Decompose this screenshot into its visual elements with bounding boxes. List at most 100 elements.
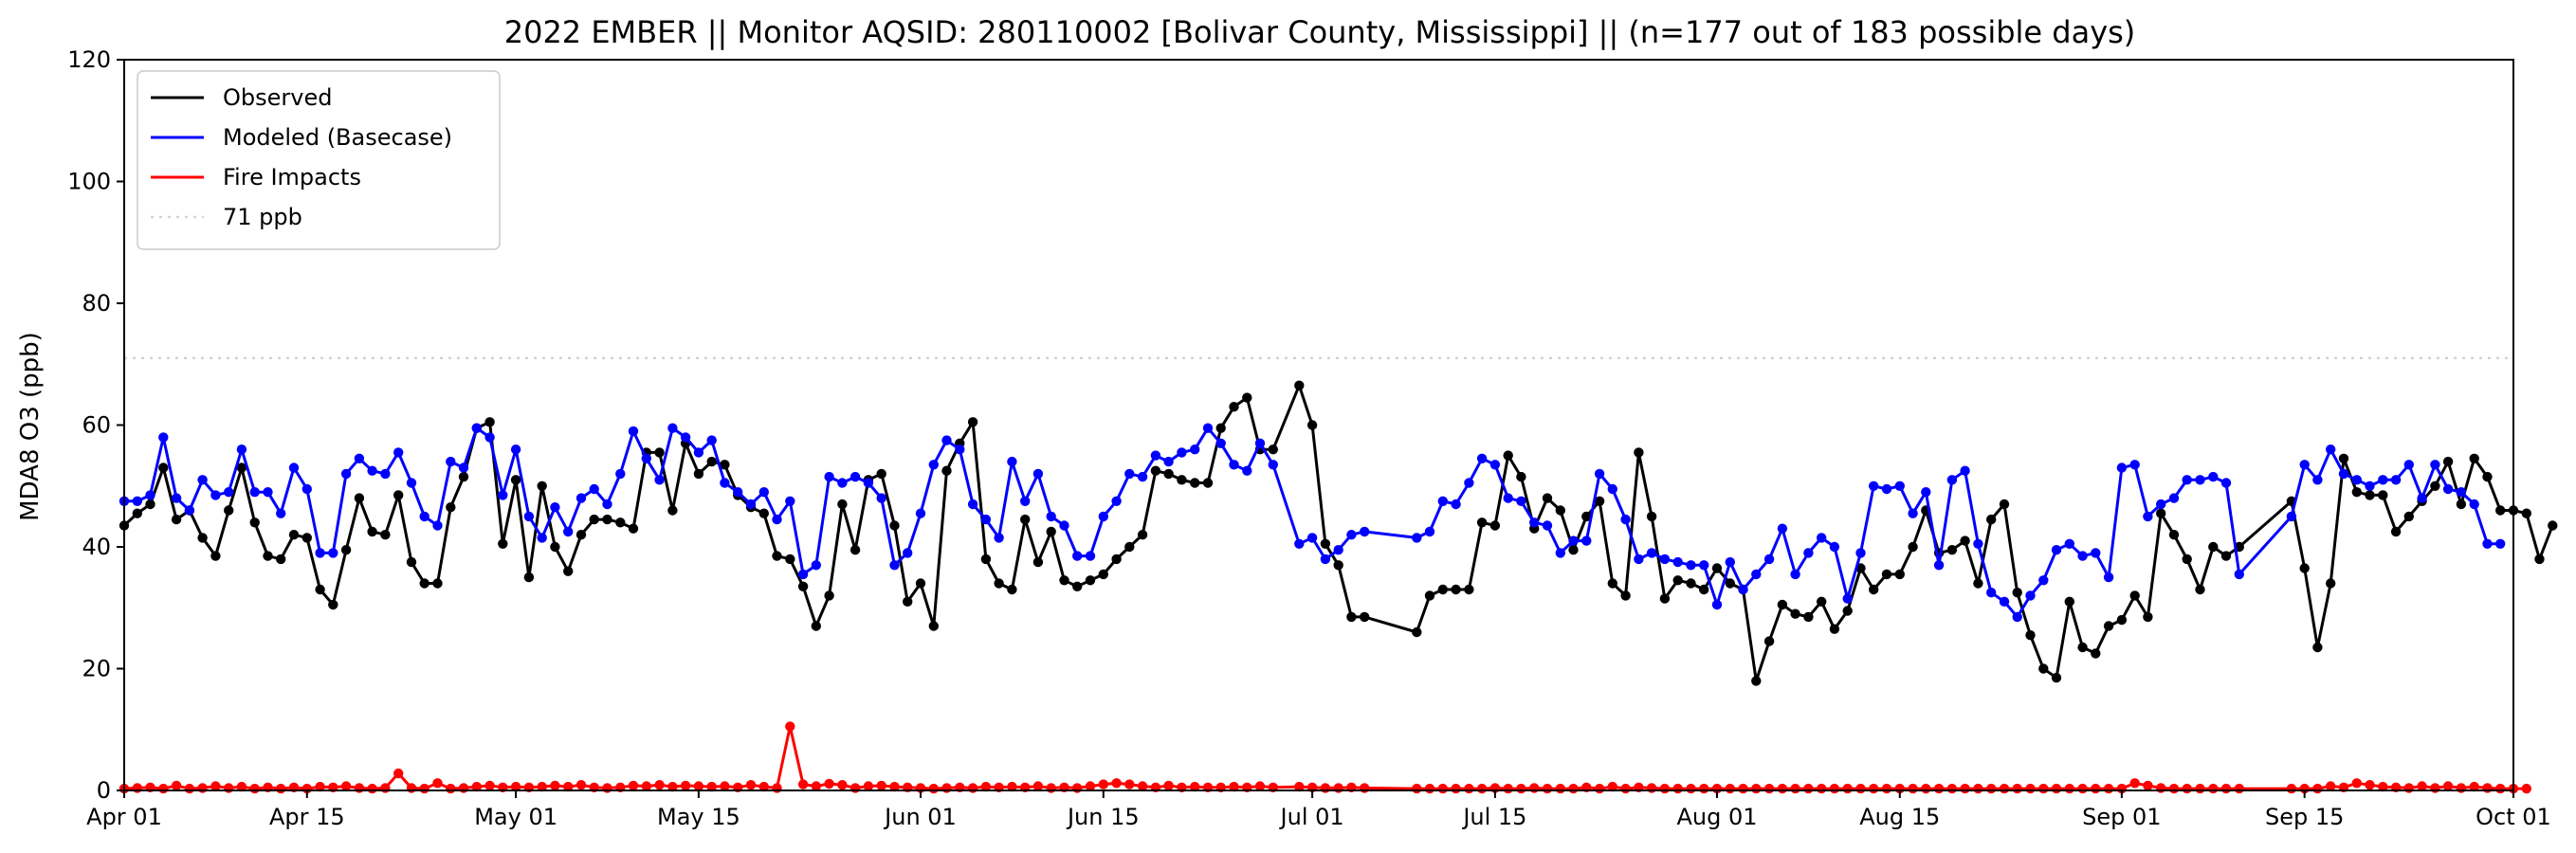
data-point <box>1229 402 1239 412</box>
data-point <box>1960 465 1970 476</box>
data-point <box>1894 569 1906 580</box>
data-point <box>589 514 599 525</box>
data-point <box>2129 778 2140 789</box>
data-point <box>2338 468 2349 480</box>
data-point <box>602 514 612 525</box>
data-point <box>537 781 547 792</box>
data-point <box>1763 554 1775 565</box>
data-point <box>1516 496 1526 506</box>
data-point <box>824 590 834 601</box>
data-point <box>249 487 260 498</box>
data-point <box>2286 511 2297 522</box>
data-point <box>419 511 429 522</box>
data-point <box>1124 468 1135 480</box>
data-point <box>2220 551 2232 561</box>
data-point <box>510 445 521 455</box>
y-tick-label: 0 <box>97 777 111 804</box>
data-point <box>2365 481 2375 491</box>
data-point <box>1646 511 1657 522</box>
data-point <box>1973 578 1983 589</box>
data-point <box>1268 445 1279 455</box>
data-point <box>2012 588 2022 598</box>
data-point <box>563 781 574 792</box>
data-point <box>797 779 809 789</box>
data-point <box>1594 783 1605 794</box>
data-point <box>955 445 965 455</box>
data-point <box>824 471 834 482</box>
data-point <box>980 554 992 565</box>
data-point <box>1020 514 1031 525</box>
data-point <box>1360 783 1370 793</box>
data-point <box>1751 676 1762 686</box>
data-point <box>706 781 717 792</box>
data-point <box>367 465 377 476</box>
data-point <box>2403 783 2414 793</box>
data-point <box>171 493 182 503</box>
data-point <box>628 426 639 437</box>
data-point <box>1568 535 1579 546</box>
data-point <box>2064 538 2074 549</box>
data-point <box>1908 541 1918 553</box>
data-point <box>563 566 574 576</box>
data-point <box>928 783 939 794</box>
plot-background <box>124 60 2513 790</box>
data-point <box>132 496 142 506</box>
data-point <box>2378 490 2388 500</box>
data-point <box>772 551 782 561</box>
data-point <box>393 490 404 500</box>
data-point <box>654 475 665 485</box>
data-point <box>1489 520 1501 531</box>
data-point <box>575 493 587 503</box>
data-point <box>1437 783 1449 794</box>
y-axis-label: MDA8 O3 (ppb) <box>16 332 45 521</box>
data-point <box>680 432 691 443</box>
data-point <box>2116 463 2128 473</box>
data-point <box>1817 596 1827 607</box>
data-point <box>2403 460 2414 470</box>
data-point <box>354 783 365 793</box>
data-point <box>432 778 443 789</box>
data-point <box>797 569 809 580</box>
data-point <box>1032 468 1044 480</box>
data-point <box>1046 783 1056 793</box>
data-point <box>1672 575 1683 586</box>
data-point <box>1451 783 1461 794</box>
data-point <box>1111 554 1122 565</box>
data-point <box>994 533 1004 543</box>
data-point <box>1894 481 1906 491</box>
data-point <box>1098 511 1109 522</box>
data-point <box>1555 548 1566 558</box>
data-point <box>2378 781 2388 792</box>
plot-area <box>124 60 2513 790</box>
data-point <box>184 505 195 516</box>
data-point <box>2025 590 2036 601</box>
data-point <box>2156 499 2166 510</box>
data-point <box>197 533 208 543</box>
series-line <box>123 725 2527 790</box>
data-point <box>1999 783 2010 794</box>
data-point <box>2143 780 2153 791</box>
data-point <box>850 471 861 482</box>
data-point <box>928 460 939 470</box>
data-point <box>132 783 142 793</box>
data-point <box>484 417 495 427</box>
data-point <box>1190 445 1200 455</box>
data-point <box>2495 538 2506 549</box>
data-point <box>210 490 221 500</box>
y-tick-label: 60 <box>82 412 111 439</box>
data-point <box>2378 475 2388 485</box>
legend-label: 71 ppb <box>223 204 302 230</box>
data-point <box>197 475 208 485</box>
data-point <box>602 783 612 793</box>
data-point <box>837 499 848 510</box>
data-point <box>2482 783 2493 793</box>
data-point <box>758 781 769 792</box>
data-point <box>2012 783 2022 794</box>
data-point <box>1620 590 1631 601</box>
data-point <box>406 478 417 488</box>
data-point <box>811 560 821 571</box>
data-point <box>367 526 377 537</box>
data-point <box>980 781 992 792</box>
data-point <box>158 432 169 443</box>
